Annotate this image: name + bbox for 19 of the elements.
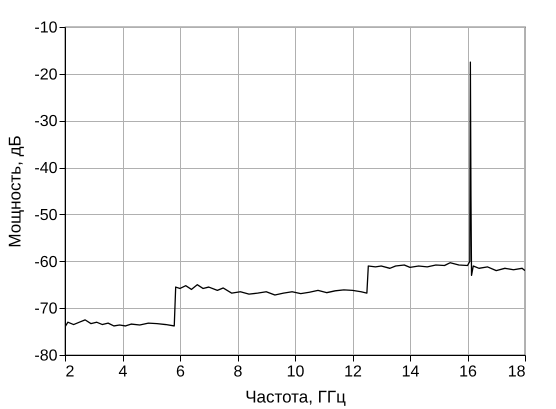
- x-tick-label: 4: [118, 364, 128, 380]
- y-tick-label: -50: [34, 206, 58, 224]
- x-tick-label: 18: [508, 364, 526, 380]
- y-tick-label: -60: [34, 254, 58, 271]
- y-tick-label: -10: [34, 20, 58, 36]
- x-tick-label: 2: [66, 364, 74, 380]
- x-tick-label: 6: [176, 364, 186, 380]
- x-tick-label: 10: [286, 364, 304, 380]
- y-tick-label: -30: [34, 113, 58, 130]
- y-tick-label: -80: [34, 348, 58, 364]
- x-tick-label: 8: [234, 364, 243, 380]
- x-tick-label: 14: [402, 364, 420, 380]
- y-tick-label: -70: [34, 300, 58, 318]
- x-axis-title: Частота, ГГц: [245, 388, 346, 406]
- y-axis-title: Мощность, дБ: [5, 135, 24, 248]
- y-tick-label: -20: [34, 66, 58, 84]
- x-tick-label: 16: [459, 364, 477, 380]
- y-tick-label: -40: [34, 160, 58, 178]
- x-tick-label: 12: [344, 364, 362, 380]
